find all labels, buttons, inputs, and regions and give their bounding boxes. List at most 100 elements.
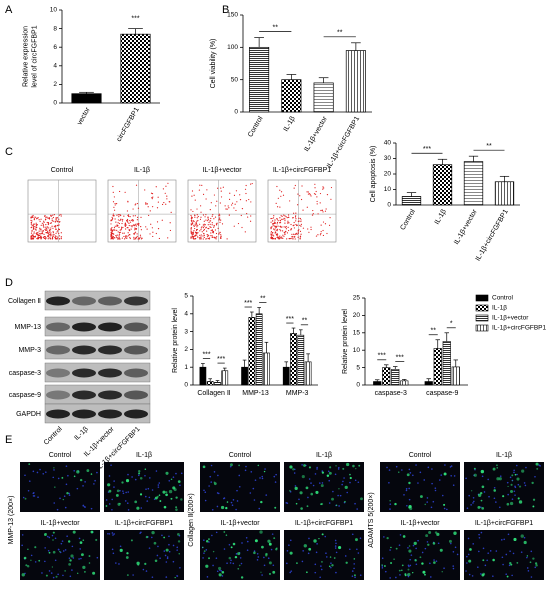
flow-dot bbox=[126, 210, 129, 212]
nucleus bbox=[113, 533, 115, 535]
nucleus bbox=[236, 500, 239, 502]
bar bbox=[373, 381, 382, 386]
nucleus bbox=[500, 539, 503, 541]
flow-dot bbox=[39, 220, 41, 222]
flow-dot bbox=[282, 230, 284, 232]
flow-dot bbox=[135, 236, 138, 238]
nucleus bbox=[60, 542, 63, 545]
nucleus bbox=[144, 474, 146, 477]
nucleus bbox=[465, 570, 467, 572]
error-bar bbox=[291, 327, 296, 334]
flow-dot bbox=[191, 234, 193, 236]
flow-dot bbox=[211, 229, 213, 231]
stain-signal bbox=[72, 530, 76, 534]
flow-dot bbox=[48, 232, 50, 234]
nucleus bbox=[408, 468, 411, 471]
nucleus bbox=[50, 572, 53, 574]
stain-signal bbox=[53, 467, 55, 469]
flow-dot bbox=[275, 229, 277, 231]
flow-dot bbox=[300, 225, 302, 227]
flow-dot bbox=[285, 228, 287, 230]
flow-dot bbox=[151, 227, 153, 229]
flow-dot bbox=[302, 209, 304, 211]
stain-signal bbox=[66, 492, 69, 495]
stain-signal bbox=[482, 572, 486, 576]
nucleus bbox=[250, 471, 253, 473]
flow-dot bbox=[150, 192, 153, 194]
nucleus bbox=[32, 470, 35, 473]
flow-dot bbox=[124, 224, 126, 226]
flow-dot bbox=[204, 216, 206, 218]
flow-dot bbox=[224, 205, 226, 207]
condition-label: IL-1β bbox=[316, 452, 332, 459]
stain-signal bbox=[320, 484, 324, 488]
flow-dot bbox=[52, 227, 54, 229]
nucleus bbox=[356, 548, 358, 551]
flow-dot bbox=[51, 238, 53, 240]
flow-dot bbox=[35, 226, 37, 228]
bar bbox=[433, 348, 442, 386]
stain-signal bbox=[55, 575, 58, 578]
nucleus bbox=[429, 576, 432, 578]
significance-label: *** bbox=[131, 15, 139, 22]
flow-dot bbox=[44, 228, 46, 231]
stain-signal bbox=[305, 486, 309, 490]
stain-signal bbox=[289, 489, 291, 492]
flow-dot bbox=[300, 198, 303, 201]
stain-signal bbox=[469, 548, 472, 551]
y-tick-label: 0 bbox=[234, 109, 238, 116]
flow-dot bbox=[116, 214, 118, 216]
nucleus bbox=[176, 549, 178, 551]
nucleus bbox=[337, 494, 339, 497]
error-bar bbox=[351, 42, 361, 51]
bar bbox=[263, 352, 270, 386]
error-bar bbox=[286, 74, 297, 80]
stain-signal bbox=[108, 489, 112, 493]
flow-dot bbox=[288, 238, 290, 240]
flow-dot bbox=[299, 217, 301, 220]
flow-dot bbox=[295, 215, 297, 217]
flow-dot bbox=[117, 231, 119, 233]
blot-strip bbox=[44, 362, 151, 383]
nucleus bbox=[441, 494, 444, 497]
flow-dot bbox=[40, 218, 42, 220]
stain-signal bbox=[174, 576, 176, 579]
blot-band bbox=[98, 322, 122, 332]
condition-label: IL-1β+vector bbox=[40, 520, 80, 527]
stain-signal bbox=[226, 501, 229, 503]
stain-signal bbox=[345, 561, 348, 564]
flow-dot bbox=[194, 235, 196, 237]
flow-dot bbox=[192, 232, 194, 234]
nucleus bbox=[204, 499, 207, 502]
flow-dot bbox=[128, 224, 130, 227]
flow-dot bbox=[207, 218, 209, 220]
flow-dot bbox=[298, 220, 300, 222]
flow-dot bbox=[294, 216, 297, 218]
flow-dot bbox=[204, 224, 206, 226]
flow-dot bbox=[132, 224, 134, 227]
nucleus bbox=[381, 557, 384, 560]
nucleus bbox=[164, 554, 167, 557]
legend-swatch bbox=[475, 294, 489, 302]
nucleus bbox=[124, 500, 127, 502]
stain-signal bbox=[400, 569, 403, 572]
flow-dot bbox=[235, 190, 238, 192]
flow-dot bbox=[136, 219, 139, 221]
significance-label: *** bbox=[423, 146, 431, 153]
flow-dot bbox=[41, 222, 43, 224]
nucleus bbox=[320, 568, 323, 571]
blot-strip bbox=[44, 316, 151, 337]
stain-signal bbox=[303, 464, 306, 467]
bar bbox=[255, 313, 263, 386]
flow-dot bbox=[220, 234, 222, 236]
flow-dot bbox=[208, 221, 210, 224]
stain-signal bbox=[532, 505, 535, 508]
nucleus bbox=[57, 477, 60, 480]
flow-dot bbox=[43, 237, 46, 239]
stain-signal bbox=[119, 502, 121, 505]
stain-signal bbox=[424, 573, 426, 576]
nucleus bbox=[59, 497, 61, 500]
flow-dot bbox=[203, 228, 205, 231]
flow-dot bbox=[32, 225, 34, 227]
nucleus bbox=[357, 552, 360, 554]
